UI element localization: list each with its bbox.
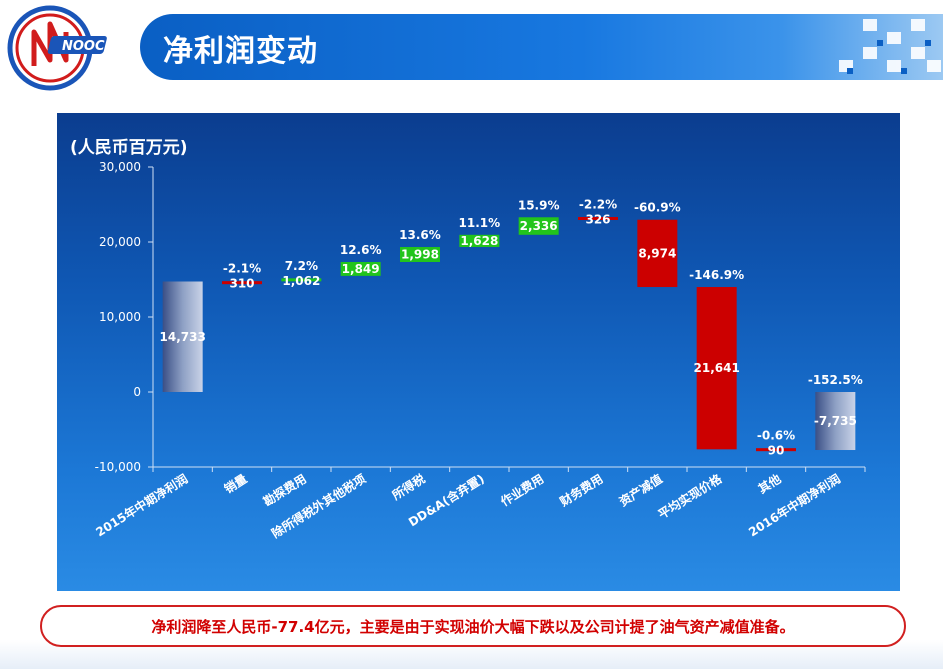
value-label-3: 1,849	[342, 262, 380, 276]
bar-7	[578, 217, 618, 221]
svg-text:NOOC: NOOC	[62, 39, 105, 54]
cnooc-logo: NOOC	[7, 5, 107, 91]
value-label-1: 310	[229, 277, 254, 291]
pct-label-8: -60.9%	[634, 201, 681, 215]
bar-2	[281, 278, 322, 282]
category-label-2: 勘探费用	[260, 471, 309, 509]
category-label-7: 财务费用	[556, 471, 606, 510]
category-label-0: 2015年中期净利润	[93, 471, 190, 540]
category-label-4: 所得税	[389, 471, 427, 503]
category-label-8: 资产减值	[616, 471, 665, 509]
bar-1	[222, 281, 262, 285]
bar-10	[756, 448, 796, 452]
category-label-6: 作业费用	[498, 471, 547, 509]
value-label-4: 1,998	[401, 248, 439, 262]
bar-5	[459, 234, 500, 248]
bar-0	[162, 281, 203, 392]
pct-label-11: -152.5%	[808, 373, 863, 387]
y-tick-label: -10,000	[95, 460, 141, 474]
pct-label-10: -0.6%	[757, 429, 795, 443]
value-label-0: 14,733	[160, 330, 206, 344]
header-decoration	[839, 19, 941, 74]
bar-6	[518, 217, 559, 235]
category-label-10: 其他	[755, 471, 783, 496]
y-tick-label: 0	[133, 385, 141, 399]
pct-label-4: 13.6%	[399, 228, 441, 242]
value-label-6: 2,336	[520, 219, 558, 233]
category-label-9: 平均实现价格	[655, 470, 725, 521]
pct-label-9: -146.9%	[689, 268, 744, 282]
pct-label-5: 11.1%	[459, 216, 501, 230]
category-label-1: 销量	[221, 471, 249, 496]
chart-unit-label: (人民币百万元)	[70, 138, 188, 158]
y-tick-label: 20,000	[99, 235, 141, 249]
value-label-7: 326	[585, 213, 610, 227]
bar-9	[696, 287, 737, 450]
summary-callout: 净利润降至人民币-77.4亿元，主要是由于实现油价大幅下跌以及公司计提了油气资产…	[40, 605, 906, 647]
value-label-8: 8,974	[638, 246, 676, 260]
summary-text: 净利润降至人民币-77.4亿元，主要是由于实现油价大幅下跌以及公司计提了油气资产…	[151, 617, 795, 636]
bar-8	[637, 219, 678, 288]
pct-label-3: 12.6%	[340, 243, 382, 257]
page-title: 净利润变动	[163, 34, 318, 69]
pct-label-1: -2.1%	[223, 262, 261, 276]
value-label-10: 90	[768, 444, 785, 458]
value-label-5: 1,628	[460, 234, 498, 248]
value-label-11: -7,735	[814, 414, 857, 428]
bar-11	[815, 392, 856, 451]
pct-label-6: 15.9%	[518, 198, 560, 212]
value-label-2: 1,062	[282, 274, 320, 288]
y-tick-label: 10,000	[99, 310, 141, 324]
pct-label-2: 7.2%	[285, 259, 318, 273]
category-label-3: 除所得税外其他税项	[269, 471, 369, 541]
header-band	[140, 14, 943, 80]
pct-label-7: -2.2%	[579, 198, 617, 212]
bar-4	[400, 247, 440, 262]
y-tick-label: 30,000	[99, 160, 141, 174]
bar-3	[340, 261, 381, 276]
value-label-9: 21,641	[694, 361, 740, 375]
